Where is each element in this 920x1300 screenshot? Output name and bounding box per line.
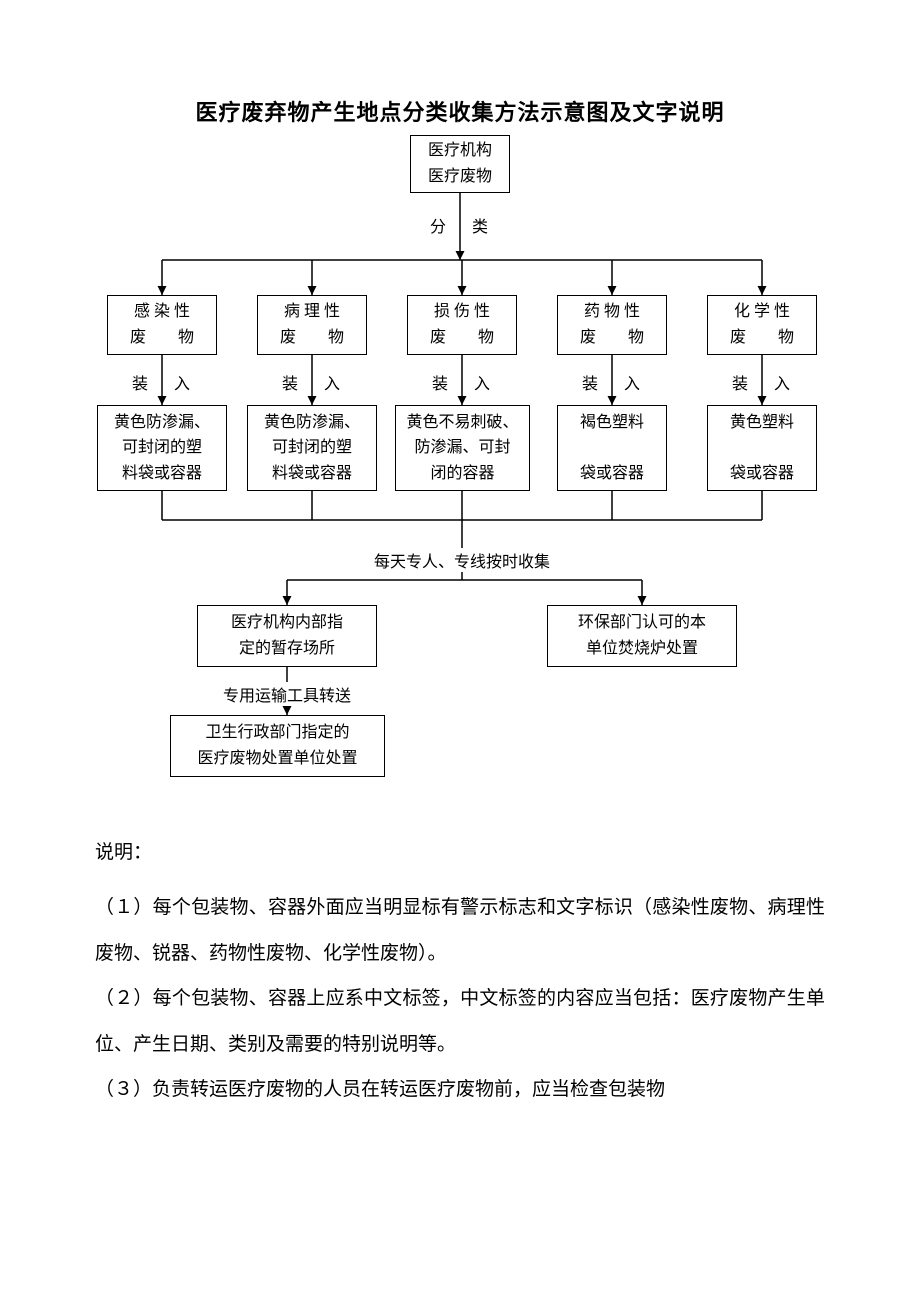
note-item: （２）每个包装物、容器上应系中文标签，中文标签的内容应当包括：医疗废物产生单位、… bbox=[95, 976, 825, 1067]
page-title: 医疗废弃物产生地点分类收集方法示意图及文字说明 bbox=[0, 95, 920, 127]
node-cat3: 损 伤 性 废 物 bbox=[407, 295, 517, 355]
label-load5-right: 入 bbox=[774, 370, 790, 394]
label-classify-left: 分 bbox=[430, 213, 446, 237]
node-storage: 医疗机构内部指 定的暂存场所 bbox=[197, 605, 377, 667]
node-cat4: 药 物 性 废 物 bbox=[557, 295, 667, 355]
label-load3-right: 入 bbox=[474, 370, 490, 394]
node-cat1: 感 染 性 废 物 bbox=[107, 295, 217, 355]
label-load5-left: 装 bbox=[732, 370, 748, 394]
node-con2: 黄色防渗漏、 可封闭的塑 料袋或容器 bbox=[247, 405, 377, 491]
node-con5: 黄色塑料 袋或容器 bbox=[707, 405, 817, 491]
label-transfer: 专用运输工具转送 bbox=[220, 682, 354, 706]
node-disposal: 卫生行政部门指定的 医疗废物处置单位处置 bbox=[170, 715, 385, 777]
note-item: （１）每个包装物、容器外面应当明显标有警示标志和文字标识（感染性废物、病理性废物… bbox=[95, 885, 825, 976]
node-incinerate: 环保部门认可的本 单位焚烧炉处置 bbox=[547, 605, 737, 667]
node-con1: 黄色防渗漏、 可封闭的塑 料袋或容器 bbox=[97, 405, 227, 491]
label-load1-left: 装 bbox=[132, 370, 148, 394]
node-root: 医疗机构医疗废物 bbox=[410, 135, 510, 193]
node-con3: 黄色不易刺破、 防渗漏、可封 闭的容器 bbox=[395, 405, 530, 491]
label-load4-left: 装 bbox=[582, 370, 598, 394]
notes-heading: 说明： bbox=[95, 830, 152, 876]
node-cat2: 病 理 性 废 物 bbox=[257, 295, 367, 355]
node-cat5: 化 学 性 废 物 bbox=[707, 295, 817, 355]
note-item: （３）负责转运医疗废物的人员在转运医疗废物前，应当检查包装物 bbox=[95, 1067, 825, 1113]
notes-body: （１）每个包装物、容器外面应当明显标有警示标志和文字标识（感染性废物、病理性废物… bbox=[95, 885, 825, 1113]
node-con4: 褐色塑料 袋或容器 bbox=[557, 405, 667, 491]
label-classify-right: 类 bbox=[472, 213, 488, 237]
label-load3-left: 装 bbox=[432, 370, 448, 394]
label-load2-right: 入 bbox=[324, 370, 340, 394]
label-load1-right: 入 bbox=[174, 370, 190, 394]
label-load4-right: 入 bbox=[624, 370, 640, 394]
label-collect: 每天专人、专线按时收集 bbox=[371, 548, 553, 572]
label-load2-left: 装 bbox=[282, 370, 298, 394]
